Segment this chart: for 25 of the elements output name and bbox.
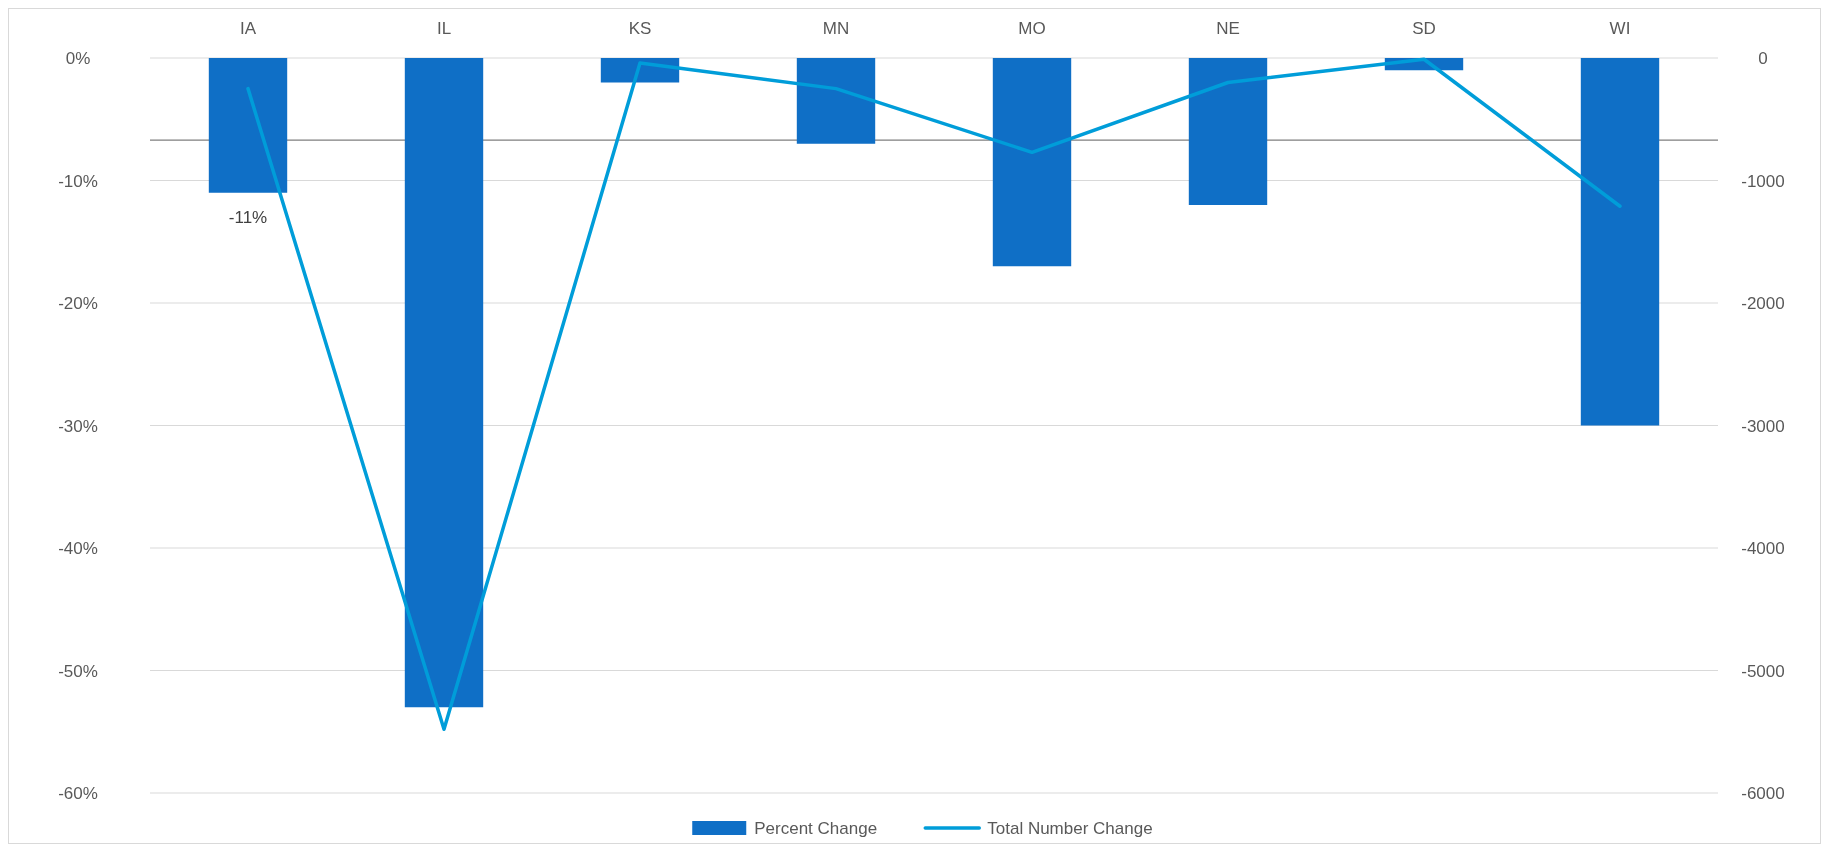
x-tick-label: NE — [1216, 19, 1240, 38]
legend-label: Percent Change — [754, 819, 878, 838]
y-tick-label: -30% — [58, 416, 98, 436]
legend-label: Total Number Change — [987, 819, 1153, 838]
y2-tick-label: -1000 — [1741, 171, 1785, 191]
y-tick-label: -20% — [58, 294, 98, 313]
y-tick-label: 0% — [65, 49, 91, 68]
x-tick-label: SD — [1412, 19, 1436, 38]
x-tick-label: KS — [628, 19, 652, 38]
y-tick-label: -60% — [58, 784, 98, 803]
x-tick-label: MO — [1018, 19, 1046, 38]
x-tick-label: WI — [1609, 19, 1631, 38]
y2-tick-label: -3000 — [1741, 416, 1785, 436]
y2-tick-label: 0 — [1758, 49, 1768, 68]
y-tick-label: -40% — [58, 539, 98, 558]
x-tick-label: IA — [239, 19, 257, 38]
y2-tick-label: -5000 — [1741, 661, 1785, 681]
x-tick-label: MN — [822, 19, 850, 38]
y-tick-label: -10% — [58, 171, 98, 191]
y2-tick-label: -2000 — [1741, 294, 1785, 313]
x-tick-label: IL — [436, 19, 452, 38]
y-tick-label: -50% — [58, 661, 98, 681]
y2-tick-label: -6000 — [1741, 784, 1785, 803]
y2-tick-label: -4000 — [1741, 539, 1785, 558]
data-label: -11% — [228, 207, 268, 227]
